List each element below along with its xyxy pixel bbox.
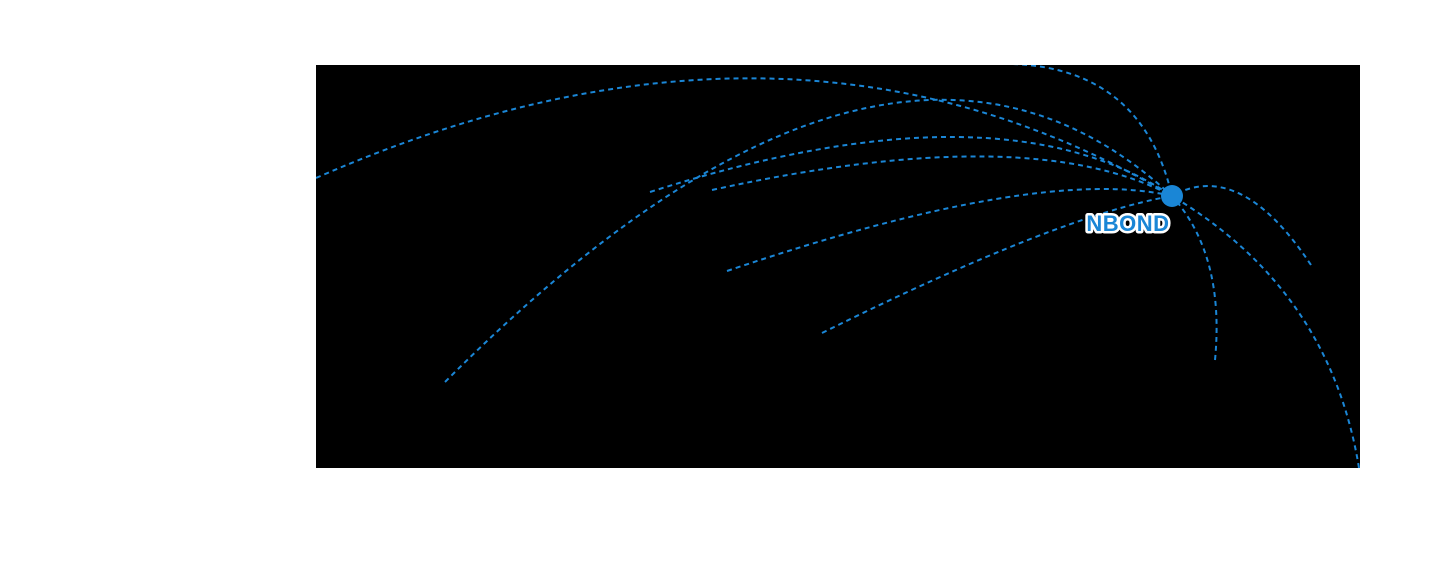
graph-edge[interactable] [711, 155, 1173, 197]
graph-viewport: NBOND [316, 65, 1360, 468]
node-nbond-label[interactable]: NBOND [1084, 209, 1172, 239]
node-nbond[interactable] [1161, 185, 1183, 207]
graph-edge[interactable] [1171, 195, 1360, 468]
graph-edge[interactable] [316, 77, 1173, 197]
graph-edge[interactable] [821, 195, 1173, 334]
graph-edge[interactable] [726, 187, 1173, 272]
edges-layer [316, 65, 1360, 468]
graph-background[interactable] [316, 65, 1360, 468]
graph-canvas[interactable]: NBOND [316, 65, 1360, 468]
graph-edge[interactable] [1171, 185, 1312, 266]
graph-edge[interactable] [995, 65, 1173, 197]
graph-edge[interactable] [649, 136, 1173, 197]
graph-edge[interactable] [1171, 195, 1218, 361]
